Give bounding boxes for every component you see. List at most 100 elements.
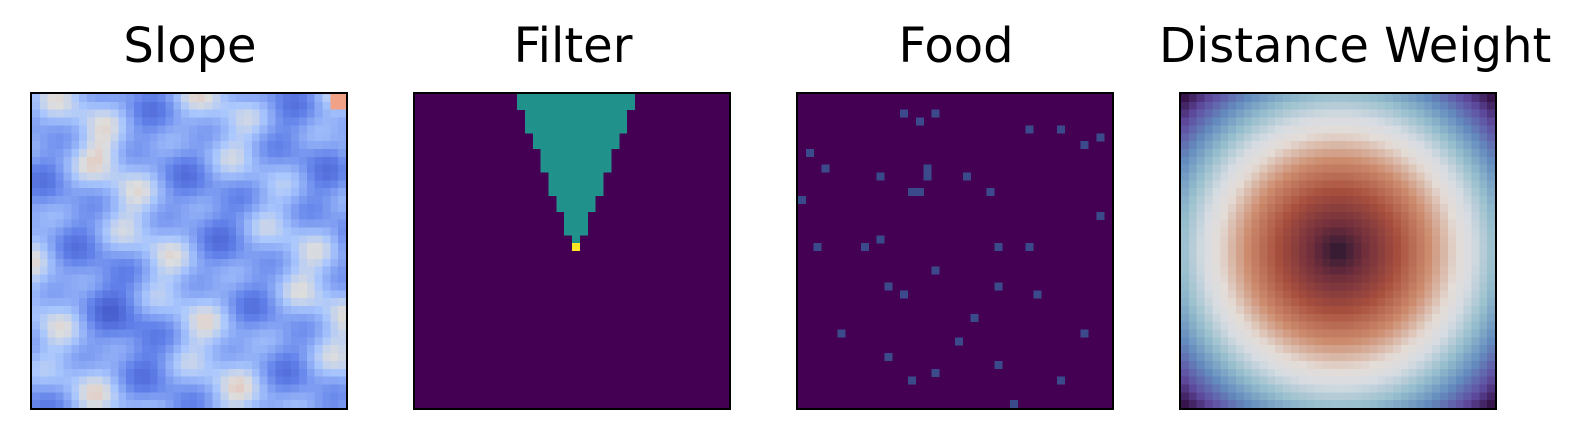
slope-cell bbox=[196, 282, 205, 291]
distance-weight-cell bbox=[1322, 384, 1331, 393]
slope-cell bbox=[118, 117, 127, 126]
slope-cell bbox=[39, 203, 48, 212]
distance-weight-cell bbox=[1432, 360, 1441, 369]
distance-weight-cell bbox=[1267, 353, 1276, 362]
slope-cell bbox=[126, 172, 135, 181]
distance-weight-cell bbox=[1306, 258, 1315, 267]
distance-weight-cell bbox=[1353, 305, 1362, 314]
distance-weight-cell bbox=[1471, 282, 1480, 291]
distance-weight-cell bbox=[1416, 258, 1425, 267]
slope-cell bbox=[212, 376, 221, 385]
slope-cell bbox=[322, 376, 331, 385]
distance-weight-cell bbox=[1251, 235, 1260, 244]
distance-weight-cell bbox=[1447, 117, 1456, 126]
distance-weight-cell bbox=[1479, 384, 1488, 393]
slope-cell bbox=[314, 188, 323, 197]
distance-weight-cell bbox=[1455, 211, 1464, 220]
slope-cell bbox=[306, 313, 315, 322]
filter-cone-cell bbox=[564, 227, 573, 236]
distance-weight-cell bbox=[1400, 164, 1409, 173]
slope-cell bbox=[228, 164, 237, 173]
slope-cell bbox=[314, 353, 323, 362]
slope-cell bbox=[275, 227, 284, 236]
distance-weight-cell bbox=[1235, 376, 1244, 385]
distance-weight-cell bbox=[1416, 305, 1425, 314]
distance-weight-cell bbox=[1471, 117, 1480, 126]
distance-weight-cell bbox=[1345, 313, 1354, 322]
slope-cell bbox=[134, 392, 143, 401]
distance-weight-cell bbox=[1220, 211, 1229, 220]
slope-cell bbox=[71, 188, 80, 197]
slope-cell bbox=[94, 345, 103, 354]
distance-weight-cell bbox=[1275, 156, 1284, 165]
distance-weight-cell bbox=[1314, 251, 1323, 260]
slope-cell bbox=[338, 133, 346, 142]
slope-cell bbox=[267, 219, 276, 228]
distance-weight-cell bbox=[1228, 384, 1237, 393]
slope-cell bbox=[149, 305, 158, 314]
slope-cell bbox=[118, 321, 127, 330]
slope-cell bbox=[306, 133, 315, 142]
slope-cell bbox=[118, 376, 127, 385]
slope-cell bbox=[204, 305, 213, 314]
slope-cell bbox=[157, 180, 166, 189]
distance-weight-cell bbox=[1447, 345, 1456, 354]
distance-weight-cell bbox=[1424, 117, 1433, 126]
slope-cell bbox=[141, 117, 150, 126]
distance-weight-cell bbox=[1204, 345, 1213, 354]
food-cell bbox=[1057, 125, 1066, 134]
slope-cell bbox=[251, 392, 260, 401]
food-heatmap bbox=[798, 94, 1112, 408]
slope-cell bbox=[102, 211, 111, 220]
distance-weight-cell bbox=[1353, 235, 1362, 244]
distance-weight-cell bbox=[1432, 164, 1441, 173]
distance-weight-cell bbox=[1455, 243, 1464, 252]
slope-cell bbox=[189, 298, 198, 307]
slope-cell bbox=[165, 329, 174, 338]
slope-cell bbox=[259, 321, 268, 330]
slope-cell bbox=[173, 360, 182, 369]
food-cell bbox=[931, 109, 940, 118]
slope-cell bbox=[196, 376, 205, 385]
slope-cell bbox=[189, 345, 198, 354]
distance-weight-cell bbox=[1235, 360, 1244, 369]
slope-cell bbox=[330, 94, 339, 103]
slope-cell bbox=[71, 392, 80, 401]
slope-cell bbox=[126, 164, 135, 173]
distance-weight-cell bbox=[1228, 368, 1237, 377]
distance-weight-cell bbox=[1243, 274, 1252, 283]
slope-cell bbox=[267, 148, 276, 157]
distance-weight-cell bbox=[1298, 219, 1307, 228]
distance-weight-cell bbox=[1306, 219, 1315, 228]
slope-cell bbox=[39, 211, 48, 220]
distance-weight-cell bbox=[1392, 329, 1401, 338]
distance-weight-cell bbox=[1275, 188, 1284, 197]
slope-cell bbox=[55, 117, 64, 126]
distance-weight-cell bbox=[1416, 141, 1425, 150]
distance-weight-cell bbox=[1338, 392, 1347, 401]
slope-cell bbox=[71, 321, 80, 330]
slope-cell bbox=[212, 337, 221, 346]
distance-weight-cell bbox=[1306, 305, 1315, 314]
distance-weight-cell bbox=[1424, 101, 1433, 110]
distance-weight-cell bbox=[1487, 219, 1495, 228]
slope-cell bbox=[71, 313, 80, 322]
slope-cell bbox=[165, 133, 174, 142]
distance-weight-cell bbox=[1463, 337, 1472, 346]
distance-weight-cell bbox=[1408, 188, 1417, 197]
slope-cell bbox=[63, 164, 72, 173]
distance-weight-cell bbox=[1455, 290, 1464, 299]
slope-cell bbox=[165, 109, 174, 118]
distance-weight-cell bbox=[1196, 384, 1205, 393]
slope-cell bbox=[314, 196, 323, 205]
slope-cell bbox=[228, 251, 237, 260]
slope-cell bbox=[126, 298, 135, 307]
filter-cone-cell bbox=[603, 117, 612, 126]
distance-weight-cell bbox=[1259, 180, 1268, 189]
slope-cell bbox=[220, 337, 229, 346]
distance-weight-cell bbox=[1487, 235, 1495, 244]
filter-cone-cell bbox=[587, 94, 596, 103]
distance-weight-cell bbox=[1353, 94, 1362, 103]
distance-weight-cell bbox=[1369, 141, 1378, 150]
distance-weight-cell bbox=[1283, 180, 1292, 189]
